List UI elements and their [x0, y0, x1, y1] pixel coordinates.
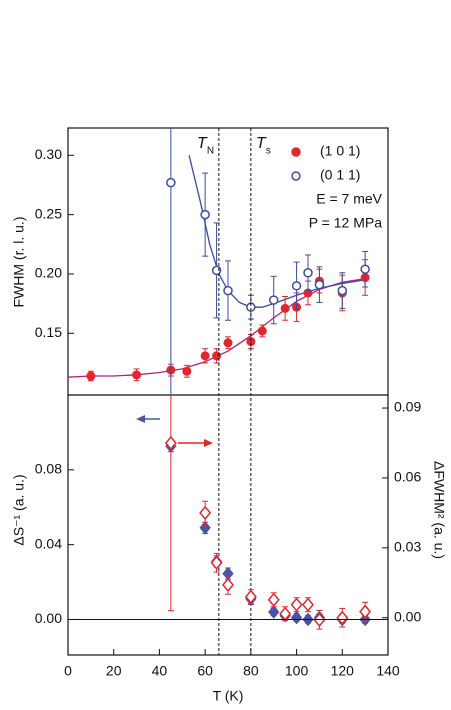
- data-point: [223, 338, 233, 348]
- plot-area: [164, 395, 372, 630]
- y-tick-label: 0.20: [35, 265, 62, 281]
- data-point: [290, 610, 303, 625]
- y-tick-label: 0.08: [35, 461, 62, 477]
- data-point: [211, 265, 222, 276]
- data-point: [182, 366, 192, 376]
- data-point: [268, 605, 280, 619]
- data-point: [267, 592, 280, 607]
- transition-sub: s: [266, 146, 271, 157]
- data-point: [360, 264, 370, 274]
- data-point: [166, 177, 176, 188]
- transition-sub: N: [207, 146, 214, 157]
- transition-label: T: [256, 135, 267, 152]
- x-axis-label: T (K): [213, 688, 244, 704]
- y2-axis-label: ΔFWHM² (a. u.): [431, 461, 447, 559]
- y2-tick-label: 0.09: [394, 399, 421, 415]
- y-axis-label: ΔS⁻¹ (a. u.): [11, 474, 27, 545]
- data-point: [337, 285, 348, 296]
- data-point: [268, 295, 279, 305]
- y2-tick-label: 0.06: [394, 469, 421, 485]
- data-point: [200, 351, 210, 361]
- data-point: [200, 209, 210, 220]
- legend-label: (1 0 1): [320, 143, 360, 159]
- y-tick-label: 0.00: [35, 610, 62, 626]
- data-point: [223, 285, 233, 296]
- data-point: [132, 370, 142, 380]
- y2-tick-label: 0.03: [394, 539, 421, 555]
- data-point: [257, 326, 267, 336]
- x-tick-label: 100: [285, 663, 309, 679]
- x-tick-label: 60: [197, 663, 213, 679]
- data-point: [199, 505, 212, 521]
- data-point: [210, 555, 223, 570]
- annotation: P = 12 MPa: [309, 215, 383, 231]
- annotation: E = 7 meV: [316, 191, 382, 207]
- x-tick-label: 80: [243, 663, 259, 679]
- legend-marker: [291, 147, 301, 157]
- data-point: [302, 597, 314, 612]
- plot-frame: [67, 127, 389, 656]
- y-tick-label: 0.25: [35, 205, 62, 221]
- x-tick-label: 140: [376, 663, 400, 679]
- data-point: [303, 268, 313, 278]
- data-point: [164, 435, 177, 451]
- transition-label: T: [197, 135, 208, 152]
- x-tick-label: 20: [106, 663, 122, 679]
- legend-marker: [291, 171, 301, 181]
- x-tick-label: 120: [331, 663, 355, 679]
- data-point: [359, 604, 372, 619]
- data-point: [222, 577, 234, 593]
- data-point: [336, 610, 349, 625]
- y2-tick-label: 0.00: [394, 608, 421, 624]
- y-tick-label: 0.15: [35, 324, 62, 340]
- data-point: [244, 589, 257, 604]
- x-tick-label: 0: [64, 663, 72, 679]
- data-point: [86, 371, 96, 381]
- arrow-right: [178, 439, 213, 447]
- data-point: [212, 351, 222, 361]
- data-point: [291, 281, 302, 291]
- plot-area: [68, 128, 370, 395]
- data-point: [314, 279, 325, 290]
- y-tick-label: 0.04: [35, 535, 62, 551]
- y-axis-label: FWHM (r. l. u.): [11, 217, 27, 308]
- arrow-left: [136, 415, 160, 423]
- data-point: [280, 303, 290, 313]
- x-tick-label: 40: [152, 663, 168, 679]
- y-tick-label: 0.30: [35, 146, 62, 162]
- data-point: [290, 597, 303, 612]
- legend-label: (0 1 1): [320, 167, 360, 183]
